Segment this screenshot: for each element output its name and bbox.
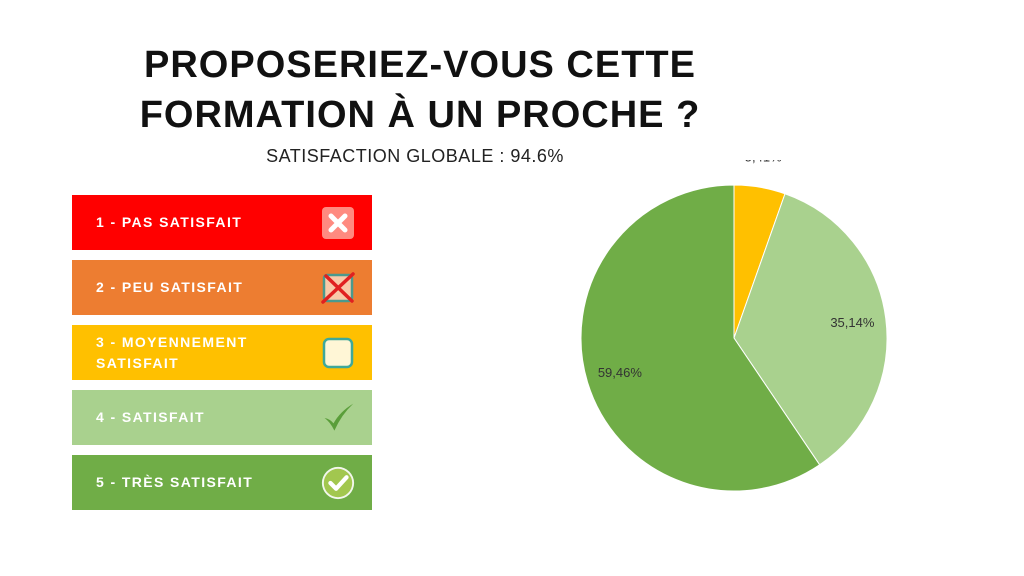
pie-chart-svg: 5,41% 35,14% 59,46% [580, 150, 888, 492]
slice-data-label: 35,14% [830, 315, 875, 330]
pie-chart: 5,41% 35,14% 59,46% [560, 150, 920, 510]
legend-label: 2 - PEU SATISFAIT [96, 279, 244, 295]
chart-title: PROPOSERIEZ-VOUS CETTE FORMATION À UN PR… [100, 40, 740, 140]
legend-label: 4 - SATISFAIT [96, 409, 205, 425]
legend-label: 5 - TRÈS SATISFAIT [96, 474, 254, 490]
legend-item-peu-satisfait: 2 - PEU SATISFAIT [72, 260, 372, 315]
x-box-icon [320, 205, 356, 241]
legend: 1 - PAS SATISFAIT 2 - PEU SATISFAIT 3 - … [72, 195, 372, 520]
check-circle-icon [320, 465, 356, 501]
slice-data-label: 5,41% [745, 160, 782, 165]
chart-subtitle: SATISFACTION GLOBALE : 94.6% [266, 146, 564, 166]
legend-item-tres-satisfait: 5 - TRÈS SATISFAIT [72, 455, 372, 510]
slice-data-label: 59,46% [598, 365, 643, 380]
title-line-1: PROPOSERIEZ-VOUS CETTE [144, 44, 696, 86]
pie-slice [733, 193, 888, 466]
legend-item-satisfait: 4 - SATISFAIT [72, 390, 372, 445]
empty-checkbox-icon [320, 335, 356, 371]
legend-item-pas-satisfait: 1 - PAS SATISFAIT [72, 195, 372, 250]
title-line-2: FORMATION À UN PROCHE ? [139, 94, 701, 136]
checkmark-icon [320, 400, 356, 436]
crossed-checkbox-icon [320, 270, 356, 306]
pie-slice [580, 184, 821, 492]
legend-item-moyennement-satisfait: 3 - MOYENNEMENT SATISFAIT [72, 325, 372, 380]
legend-label: 1 - PAS SATISFAIT [96, 214, 243, 230]
legend-label: 3 - MOYENNEMENT SATISFAIT [96, 333, 248, 371]
